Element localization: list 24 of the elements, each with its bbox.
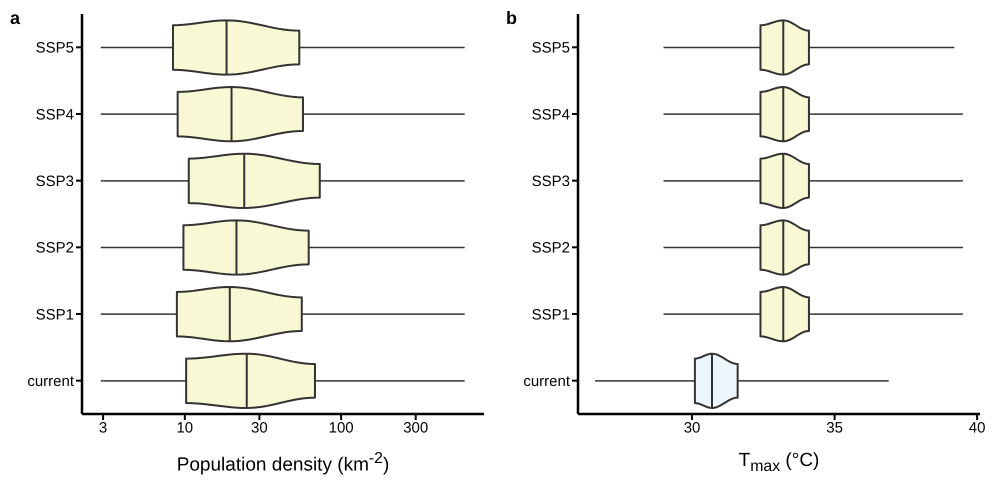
y-tick-label: SSP1 <box>36 306 74 324</box>
y-tick-label: SSP4 <box>532 106 570 124</box>
x-tick-label: 300 <box>403 420 428 437</box>
x-tick-label: 100 <box>328 420 354 437</box>
chart-title: b <box>506 8 517 29</box>
y-tick-label: SSP2 <box>532 240 570 257</box>
y-tick-label: current <box>523 372 571 390</box>
y-tick-label: SSP1 <box>532 306 570 324</box>
x-tick-label: 30 <box>684 420 700 437</box>
x-tick-label: 35 <box>826 420 843 437</box>
x-tick-label: 3 <box>98 420 108 437</box>
y-tick-label: SSP2 <box>36 240 74 257</box>
y-tick-label: SSP3 <box>532 172 570 190</box>
y-tick-label: SSP4 <box>36 106 74 124</box>
y-tick-label: SSP3 <box>36 172 74 190</box>
x-axis-title: T$_{max}$ (°C) <box>738 450 820 476</box>
x-tick-label: 40 <box>968 420 986 437</box>
y-tick-label: current <box>27 372 75 390</box>
x-axis-title: Population density (km$^{-2}$) <box>176 450 390 476</box>
x-tick-label: 10 <box>176 420 194 437</box>
y-tick-label: SSP5 <box>532 40 570 57</box>
chart-title: a <box>10 8 20 29</box>
x-tick-label: 30 <box>251 420 268 437</box>
y-tick-label: SSP5 <box>36 40 74 57</box>
